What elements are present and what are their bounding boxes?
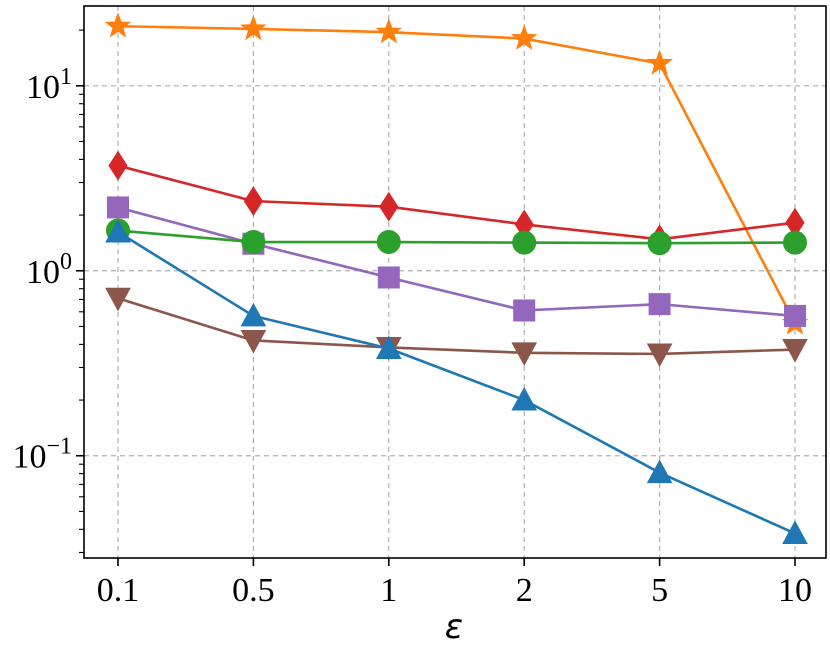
series-green-circle — [106, 218, 807, 256]
x-axis-label: ε — [445, 607, 463, 645]
axes: 0.1 0.5 1 2 5 10 10−1 100 101 — [12, 5, 827, 609]
series-brown-triangle-down-point — [782, 339, 808, 363]
series-blue-triangle-up-point — [375, 335, 402, 359]
series-orange-star-line — [117, 24, 797, 324]
series-red-diamond-point — [379, 191, 399, 222]
x-tick-label: 1 — [380, 572, 397, 609]
y-tick-label: 100 — [26, 249, 72, 291]
series-green-circle-point — [241, 230, 266, 255]
series-purple-square-point — [648, 293, 671, 316]
series-brown-triangle-down-point — [105, 287, 131, 312]
series-brown-triangle-down-line — [117, 297, 796, 356]
series-red-diamond-line — [117, 164, 796, 241]
x-tick-label: 0.5 — [232, 572, 275, 609]
x-tick-label: 0.1 — [97, 572, 140, 609]
series-blue-triangle-up-point — [511, 387, 538, 411]
series-purple-square-point — [784, 304, 806, 327]
series-green-circle-line — [117, 229, 796, 245]
series-blue-triangle-up-point — [240, 302, 267, 327]
series-green-circle-point — [783, 230, 807, 255]
series-brown-triangle-down-point — [646, 343, 673, 368]
plot-frame — [83, 5, 827, 559]
series-brown-triangle-down-point — [511, 342, 538, 366]
series-red-diamond-point — [243, 186, 263, 217]
series-blue-triangle-up-point — [782, 520, 808, 544]
series-purple-square — [107, 196, 806, 327]
x-tick-label: 2 — [516, 572, 533, 609]
series-purple-square-point — [513, 299, 536, 322]
series-orange-star-point — [510, 24, 538, 50]
series-purple-square-line — [117, 206, 796, 318]
series-green-circle-point — [376, 230, 401, 255]
y-tick-label: 101 — [26, 64, 72, 106]
y-tick-label: 10−1 — [12, 434, 72, 476]
x-tick-label: 5 — [651, 572, 668, 609]
series-purple-square-point — [107, 196, 129, 219]
series-blue-triangle-up — [105, 218, 808, 544]
series-orange-star-point — [646, 49, 673, 75]
series-brown-triangle-down-point — [240, 329, 267, 354]
series-purple-square-point — [377, 266, 400, 289]
grid — [84, 6, 826, 558]
series-brown-triangle-down — [105, 287, 808, 368]
series-blue-triangle-up-point — [105, 218, 131, 243]
x-tick-label: 10 — [778, 572, 812, 609]
series-green-circle-point — [647, 231, 672, 256]
series-orange-star-point — [104, 12, 132, 38]
series-green-circle-point — [512, 230, 537, 255]
series-blue-triangle-up-point — [646, 459, 673, 484]
series-blue-triangle-up-line — [117, 230, 796, 535]
series-layer — [104, 12, 809, 544]
series-orange-star — [104, 12, 809, 335]
series-orange-star-point — [240, 14, 267, 41]
series-red-diamond-point — [108, 150, 128, 181]
series-orange-star-point — [375, 18, 403, 44]
